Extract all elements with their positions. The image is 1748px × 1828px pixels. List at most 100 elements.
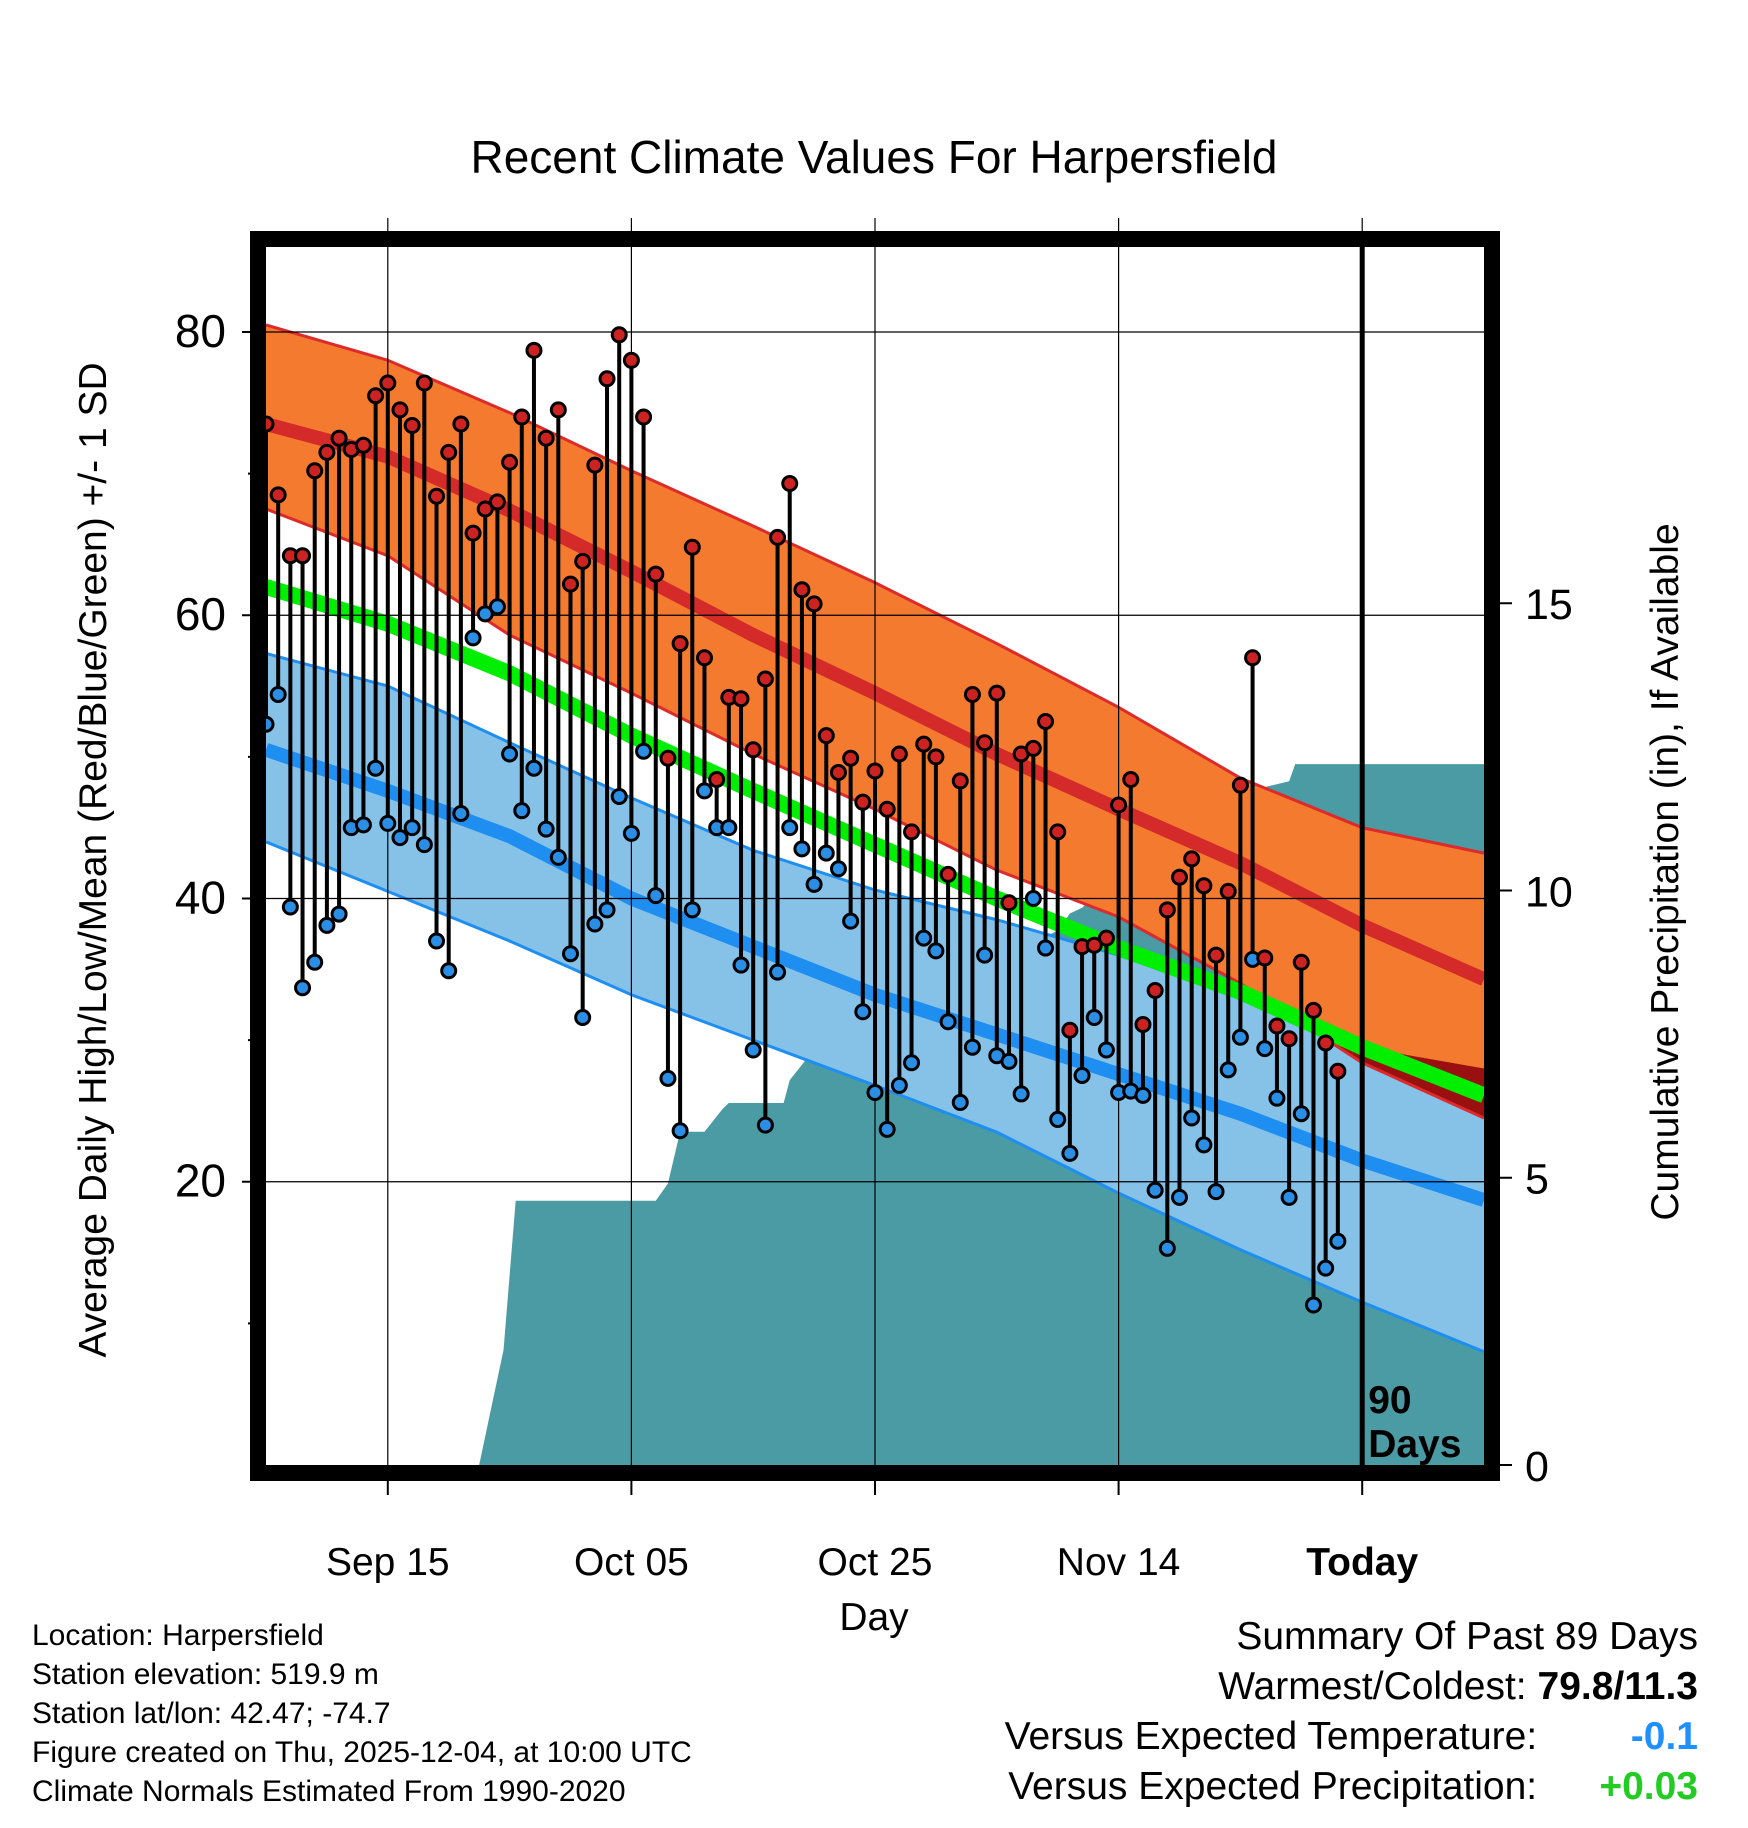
daily-high-point <box>1231 776 1249 794</box>
daily-high-point <box>1024 739 1042 757</box>
daily-high-point <box>525 341 543 359</box>
daily-high-point <box>306 462 324 480</box>
daily-high-point <box>890 745 908 763</box>
daily-low-point <box>403 819 421 837</box>
daily-low-point <box>817 844 835 862</box>
daily-high-point <box>1244 649 1262 667</box>
daily-low-point <box>476 605 494 623</box>
daily-high-point <box>1317 1034 1335 1052</box>
daily-high-point <box>793 581 811 599</box>
daily-low-point <box>415 836 433 854</box>
daily-low-point <box>1012 1085 1030 1103</box>
y-tick-label: 60 <box>175 588 226 640</box>
daily-low-point <box>525 759 543 777</box>
daily-low-point <box>720 819 738 837</box>
daily-low-point <box>610 788 628 806</box>
daily-high-point <box>440 443 458 461</box>
daily-low-point <box>1280 1188 1298 1206</box>
daily-low-point <box>622 824 640 842</box>
daily-high-point <box>428 487 446 505</box>
daily-high-point <box>951 772 969 790</box>
daily-high-point <box>976 734 994 752</box>
daily-high-point <box>1195 877 1213 895</box>
daily-low-point <box>756 1116 774 1134</box>
daily-high-point <box>708 771 726 789</box>
daily-high-point <box>647 565 665 583</box>
daily-low-point <box>281 898 299 916</box>
daily-low-point <box>269 686 287 704</box>
daily-low-point <box>915 929 933 947</box>
y-tick-label: 20 <box>175 1155 226 1207</box>
x-tick-label: Oct 05 <box>574 1541 689 1584</box>
latlon-text: Station lat/lon: 42.47; -74.7 <box>32 1697 391 1730</box>
today-label: 90 <box>1368 1379 1411 1422</box>
daily-high-point <box>744 741 762 759</box>
temp-anomaly-value: -0.1 <box>1630 1715 1698 1758</box>
daily-low-point <box>1219 1061 1237 1079</box>
daily-high-point <box>1037 712 1055 730</box>
daily-high-point <box>1280 1030 1298 1048</box>
y2-axis-label: Cumulative Precipitation (in), If Availa… <box>1644 523 1687 1220</box>
daily-high-point <box>805 595 823 613</box>
daily-high-point <box>1134 1016 1152 1034</box>
daily-high-point <box>1061 1021 1079 1039</box>
daily-high-point <box>501 453 519 471</box>
daily-high-point <box>269 486 287 504</box>
precip-anomaly-value: +0.03 <box>1599 1765 1698 1808</box>
daily-high-point <box>1146 982 1164 1000</box>
daily-low-point <box>501 745 519 763</box>
daily-low-point <box>854 1003 872 1021</box>
daily-low-point <box>428 932 446 950</box>
daily-low-point <box>586 915 604 933</box>
daily-high-point <box>927 748 945 766</box>
daily-low-point <box>695 782 713 800</box>
daily-high-point <box>781 475 799 493</box>
precip-anomaly-row: Versus Expected Precipitation: +0.03 <box>1005 1762 1698 1812</box>
daily-low-point <box>793 840 811 858</box>
warmest-coldest-value: 79.8/11.3 <box>1537 1665 1699 1708</box>
daily-high-point <box>354 436 372 454</box>
daily-low-point <box>391 829 409 847</box>
daily-low-point <box>1304 1296 1322 1314</box>
daily-low-point <box>1024 889 1042 907</box>
daily-high-point <box>866 762 884 780</box>
daily-high-point <box>488 493 506 511</box>
daily-low-point <box>732 956 750 974</box>
daily-low-point <box>1000 1052 1018 1070</box>
daily-high-point <box>963 686 981 704</box>
daily-high-point <box>1268 1017 1286 1035</box>
daily-high-point <box>549 401 567 419</box>
daily-low-point <box>330 905 348 923</box>
daily-low-point <box>744 1041 762 1059</box>
y-tick-label: 80 <box>175 305 226 357</box>
daily-low-point <box>647 887 665 905</box>
daily-high-point <box>586 456 604 474</box>
x-axis-label: Day <box>839 1596 909 1639</box>
daily-high-point <box>769 528 787 546</box>
daily-low-point <box>1146 1181 1164 1199</box>
daily-high-point <box>1097 929 1115 947</box>
daily-high-point <box>1329 1062 1347 1080</box>
daily-low-point <box>842 912 860 930</box>
daily-low-point <box>1317 1259 1335 1277</box>
y2-tick-label: 15 <box>1525 581 1573 629</box>
daily-high-point <box>1085 936 1103 954</box>
y-axis-label: Average Daily High/Low/Mean (Red/Blue/Gr… <box>72 362 115 1357</box>
daily-high-point <box>1304 1001 1322 1019</box>
warmest-coldest-label: Warmest/Coldest: <box>1218 1665 1527 1708</box>
daily-high-point <box>1292 953 1310 971</box>
daily-low-point <box>659 1069 677 1087</box>
daily-low-point <box>671 1122 689 1140</box>
daily-low-point <box>354 816 372 834</box>
daily-low-point <box>598 901 616 919</box>
daily-low-point <box>379 814 397 832</box>
daily-low-point <box>513 802 531 820</box>
daily-high-point <box>903 823 921 841</box>
daily-low-point <box>1292 1105 1310 1123</box>
daily-high-point <box>878 800 896 818</box>
daily-low-point <box>367 759 385 777</box>
daily-low-point <box>1158 1239 1176 1257</box>
daily-high-point <box>622 351 640 369</box>
daily-high-point <box>266 415 275 433</box>
daily-low-point <box>683 901 701 919</box>
